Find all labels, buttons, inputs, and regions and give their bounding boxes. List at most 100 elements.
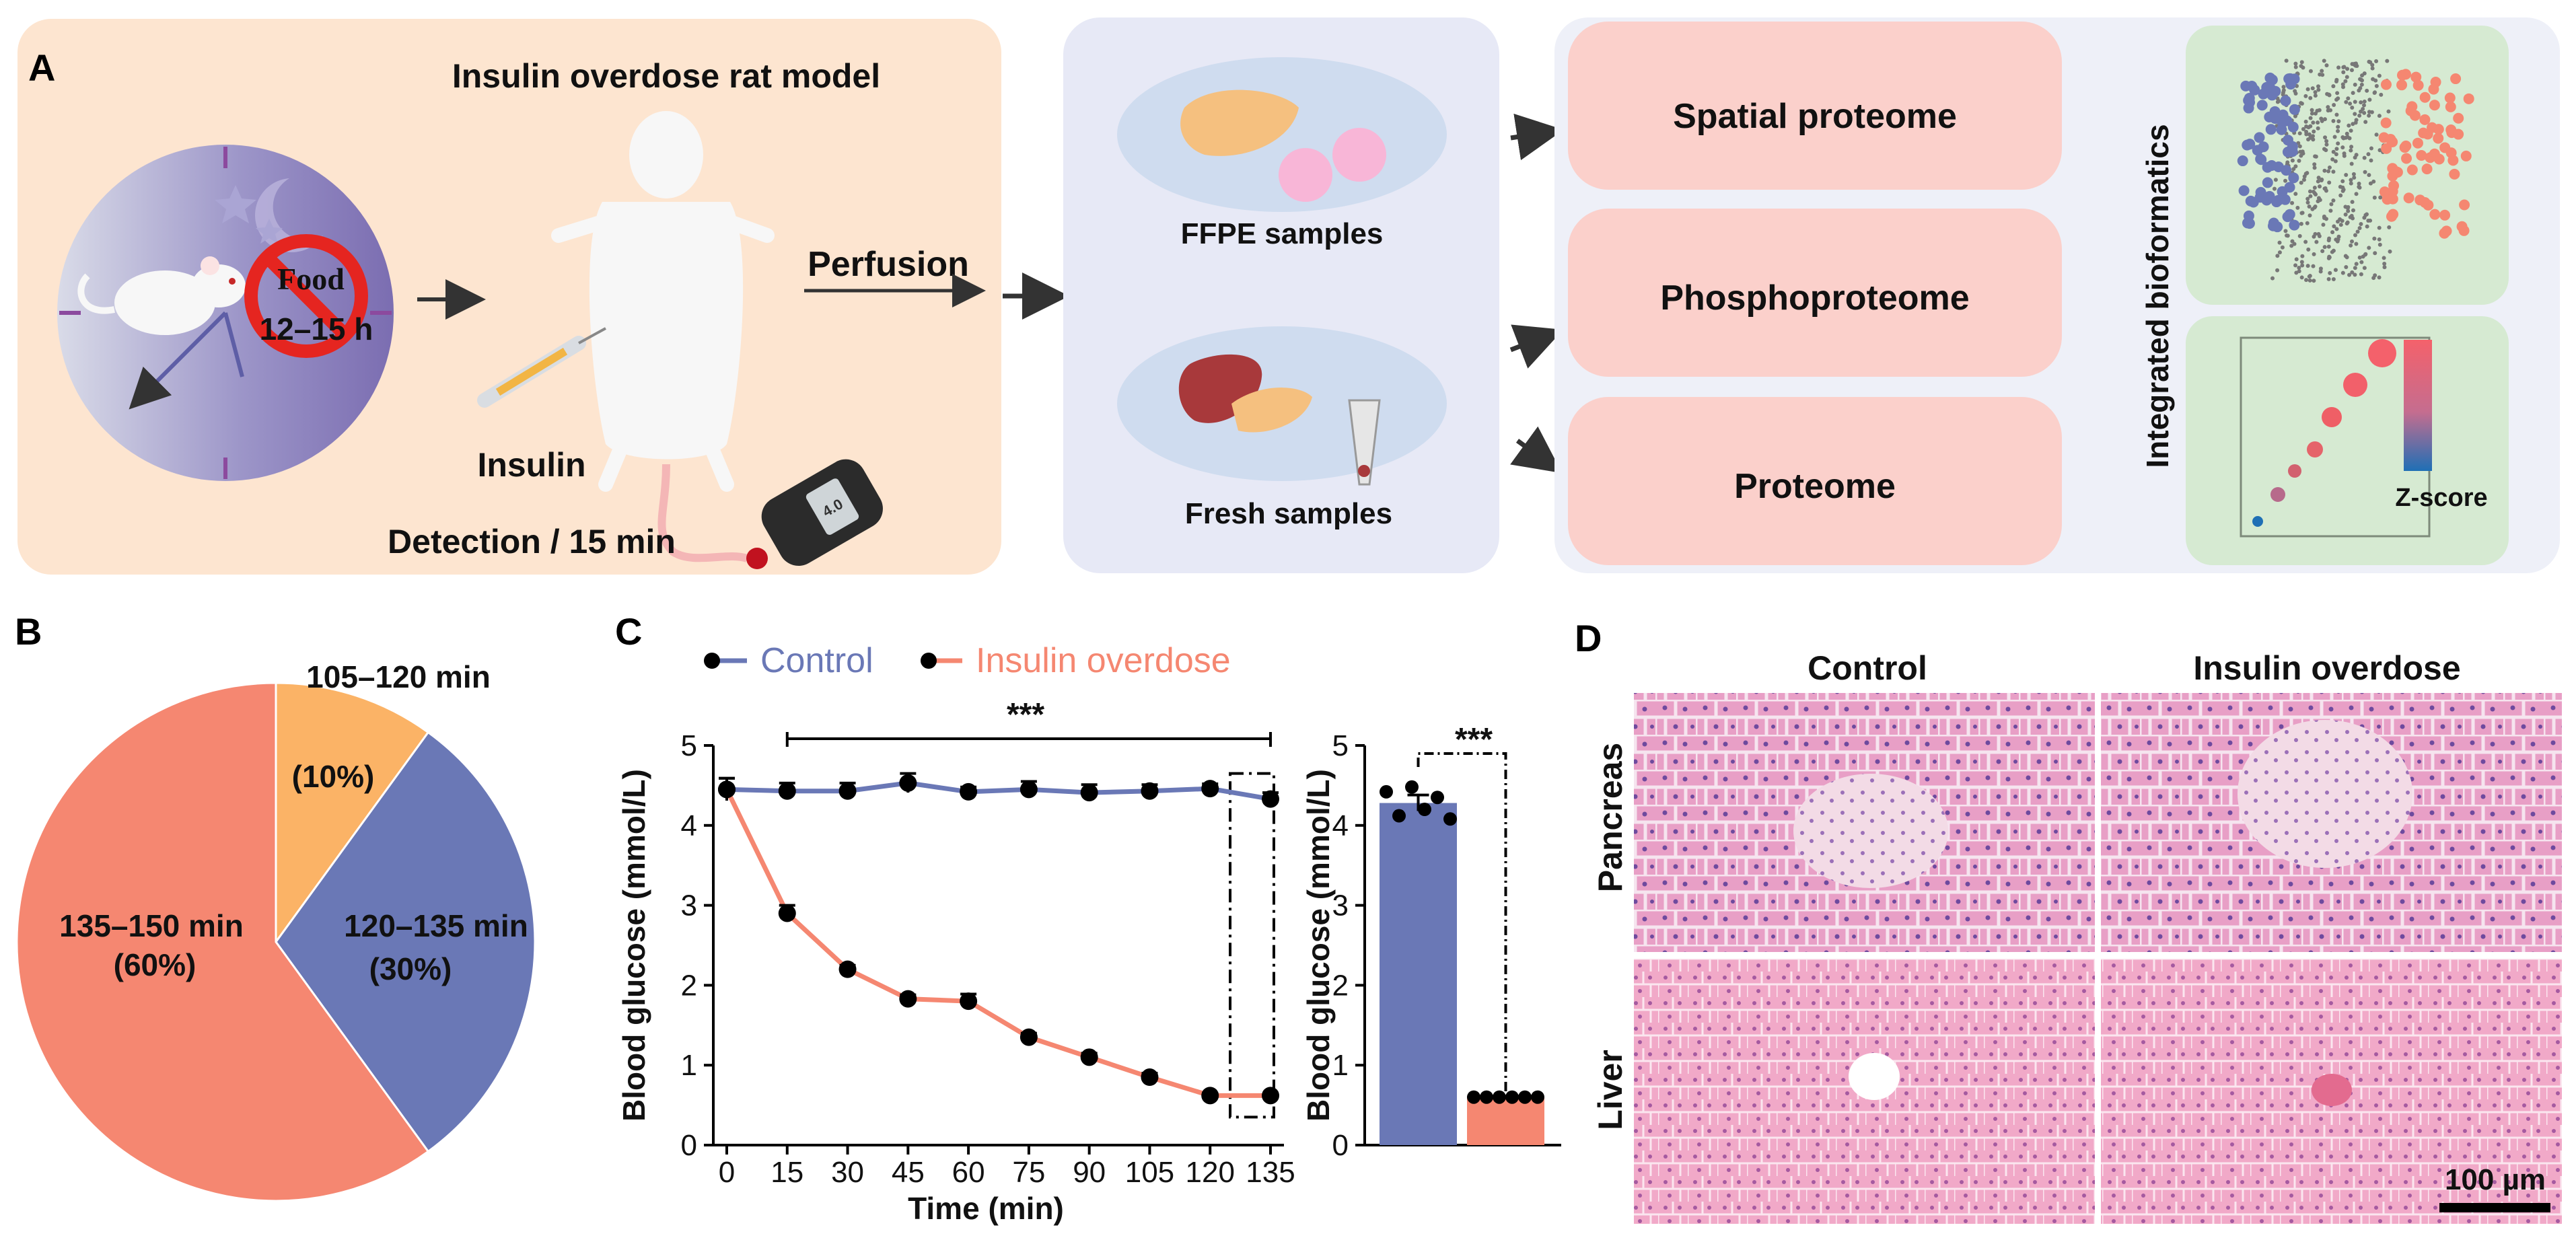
volcano-dot	[2275, 254, 2280, 258]
volcano-dot	[2352, 175, 2357, 180]
volcano-dot	[2293, 263, 2298, 268]
volcano-dot	[2327, 236, 2332, 241]
volcano-dot-down	[2280, 95, 2291, 106]
line-chart-xtick-label: 60	[952, 1156, 985, 1189]
volcano-dot	[2341, 136, 2346, 141]
volcano-dot	[2310, 207, 2315, 211]
volcano-dot	[2303, 94, 2308, 98]
data-point	[1141, 782, 1159, 800]
bar-chart-ytick-label: 1	[1332, 1049, 1349, 1082]
volcano-dot	[2349, 145, 2354, 149]
volcano-dot	[2284, 59, 2289, 63]
volcano-dot-up	[2400, 140, 2412, 151]
volcano-dot	[2343, 79, 2348, 83]
volcano-dot-up	[2460, 150, 2472, 161]
volcano-dot	[2307, 132, 2312, 137]
volcano-dot	[2334, 237, 2338, 242]
volcano-dot	[2277, 250, 2282, 255]
bar-chart: 0 1 2 3 4 5	[1332, 729, 1561, 1162]
volcano-dot	[2334, 152, 2338, 157]
line-chart-significance-bracket	[785, 732, 1272, 747]
pie-chart	[15, 682, 536, 1202]
volcano-dot	[2305, 264, 2310, 268]
volcano-dot	[2324, 63, 2329, 68]
volcano-dot	[2322, 168, 2327, 173]
volcano-dot	[2306, 247, 2311, 252]
pie-percent-10: (10%)	[292, 759, 375, 794]
star-icon	[215, 185, 256, 223]
volcano-dot	[2345, 67, 2350, 71]
volcano-dot	[2353, 155, 2357, 160]
scale-bar-label: 100 µm	[2445, 1163, 2546, 1196]
volcano-dot	[2359, 82, 2364, 87]
volcano-dot	[2353, 233, 2357, 237]
data-point	[778, 904, 796, 922]
volcano-dot-up	[2390, 166, 2402, 178]
volcano-dot	[2350, 270, 2355, 275]
bar-chart-ytick-label: 4	[1332, 809, 1349, 842]
volcano-dot	[2349, 243, 2353, 248]
volcano-dot	[2316, 126, 2320, 131]
bubble-dot	[2343, 373, 2367, 397]
volcano-dot-up	[2410, 71, 2422, 83]
volcano-dot-up	[2439, 209, 2451, 221]
volcano-dot	[2306, 137, 2311, 142]
volcano-dot	[2312, 186, 2317, 190]
data-point	[899, 990, 917, 1008]
volcano-dot	[2344, 100, 2349, 104]
volcano-dot	[2277, 99, 2281, 104]
volcano-dot	[2320, 69, 2324, 73]
volcano-dot-up	[2433, 153, 2445, 165]
pie-slice-0	[275, 682, 430, 945]
line-chart-ytick-label: 4	[681, 809, 697, 842]
volcano-dot	[2295, 205, 2300, 210]
volcano-dot	[2312, 252, 2316, 256]
volcano-dot-up	[2453, 112, 2464, 124]
zscore-colorbar	[2404, 340, 2432, 471]
volcano-plot	[2237, 59, 2474, 283]
volcano-dot	[2310, 108, 2314, 112]
data-point	[1201, 1087, 1219, 1105]
volcano-dot	[2307, 189, 2312, 194]
volcano-dot	[2341, 70, 2346, 75]
volcano-dot	[2334, 147, 2339, 151]
volcano-dot	[2324, 142, 2329, 147]
volcano-dot-up	[2406, 164, 2418, 176]
line-chart-ytick-label: 3	[681, 889, 697, 922]
volcano-dot	[2353, 266, 2357, 270]
volcano-dot	[2299, 275, 2304, 280]
legend: Control Insulin overdose	[704, 641, 1231, 680]
rat-body-illustration	[551, 111, 775, 569]
panel-label-a: A	[28, 46, 55, 89]
bar-1	[1467, 1097, 1544, 1145]
volcano-dot	[2314, 240, 2319, 244]
line-chart-xtick-label: 15	[771, 1156, 803, 1189]
volcano-dot	[2331, 198, 2336, 203]
volcano-dot	[2357, 184, 2361, 189]
line-chart-xtick-label: 135	[1246, 1156, 1295, 1189]
volcano-dot	[2297, 233, 2302, 238]
volcano-dot	[2313, 111, 2318, 116]
volcano-dot	[2350, 200, 2355, 205]
volcano-dot	[2344, 264, 2349, 269]
volcano-dot-down	[2262, 177, 2273, 188]
volcano-dot	[2350, 106, 2355, 110]
volcano-dot	[2313, 90, 2318, 95]
histology-liver-insulin-overdose	[2101, 959, 2562, 1224]
volcano-dot	[2373, 78, 2378, 83]
detection-label: Detection / 15 min	[388, 523, 676, 560]
volcano-dot	[2327, 166, 2332, 170]
volcano-dot-up	[2453, 129, 2464, 140]
volcano-dot	[2367, 246, 2371, 250]
volcano-dot-down	[2269, 106, 2281, 117]
volcano-dot	[2351, 172, 2356, 176]
bubble-dot	[2307, 441, 2323, 458]
volcano-dot	[2312, 191, 2317, 196]
bar-point	[1531, 1090, 1544, 1104]
volcano-dot	[2386, 109, 2391, 114]
volcano-dot	[2297, 265, 2301, 270]
volcano-dot	[2379, 92, 2384, 97]
line-chart-xtick-label: 120	[1186, 1156, 1235, 1189]
volcano-dot	[2317, 233, 2322, 238]
volcano-dot	[2318, 269, 2323, 274]
